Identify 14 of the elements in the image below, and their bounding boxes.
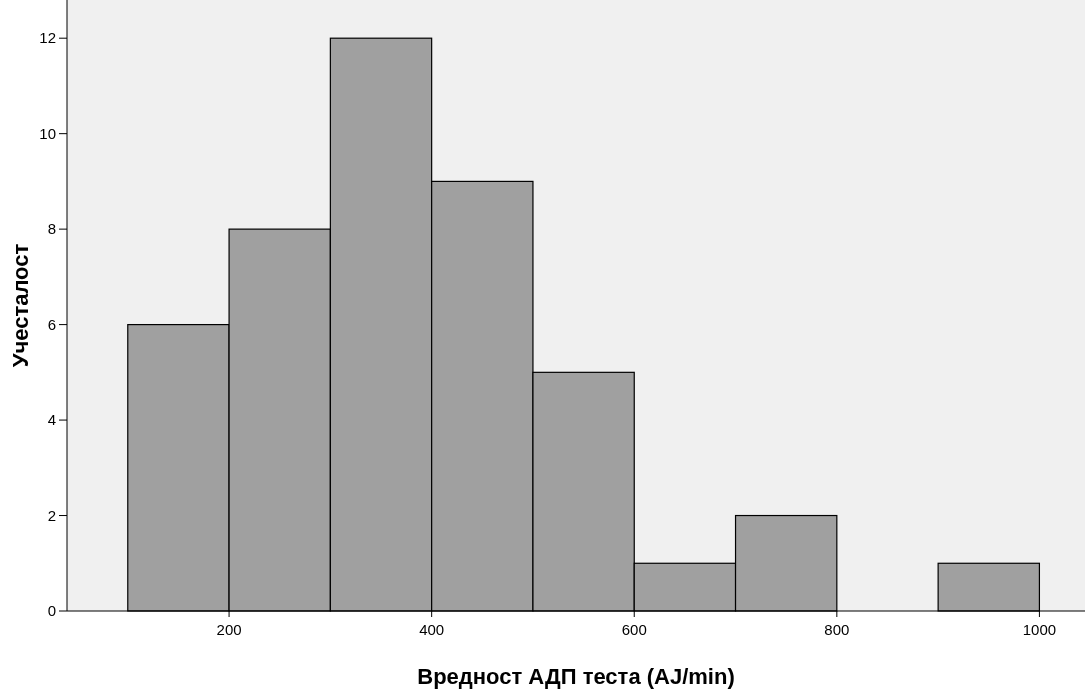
- y-tick-label: 2: [47, 506, 56, 524]
- x-tick-label: 200: [216, 621, 242, 638]
- x-tick-label: 1000: [1022, 621, 1057, 638]
- x-tick-label: 600: [621, 621, 647, 638]
- y-tick-label: 0: [47, 602, 56, 619]
- x-tick-label: 400: [419, 621, 445, 638]
- y-axis-title: Учесталост: [8, 243, 33, 368]
- x-axis-title: Вредност АДП теста (AJ/min): [417, 664, 735, 689]
- y-tick-label: 4: [47, 411, 56, 429]
- y-tick-label: 10: [39, 124, 56, 142]
- y-tick-label: 12: [39, 29, 56, 47]
- y-tick-label: 8: [47, 220, 56, 238]
- y-tick-label: 6: [47, 315, 56, 333]
- x-tick-label: 800: [824, 621, 850, 638]
